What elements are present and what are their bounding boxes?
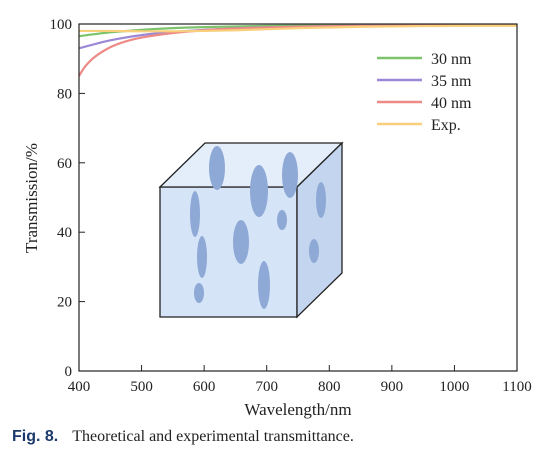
plot-frame	[78, 23, 518, 372]
cube-pore	[233, 220, 249, 264]
x-tick-label: 400	[68, 379, 91, 395]
x-tick-label: 900	[381, 379, 404, 395]
porous-cube-illustration	[158, 141, 344, 319]
x-tick-label: 1100	[502, 379, 531, 395]
y-tick-label: 80	[57, 86, 72, 102]
transmission-chart: 400 500 600 700 800 900 1000 1100 020406080100 …	[22, 17, 532, 419]
legend-label: Exp.	[431, 117, 461, 134]
x-tick-label: 700	[255, 379, 278, 395]
y-tick-label: 40	[57, 225, 72, 241]
cube-pore	[316, 182, 326, 218]
cube-side-face	[296, 141, 343, 319]
cube-pore	[197, 236, 207, 278]
x-tick-label: 500	[130, 379, 153, 395]
cube-pore	[282, 152, 298, 198]
cube-front-face	[159, 186, 298, 318]
cube-pore	[250, 165, 268, 217]
legend-label: 35 nm	[431, 73, 472, 90]
y-tick-label: 60	[57, 156, 72, 172]
caption-text: Theoretical and experimental transmittan…	[72, 428, 354, 445]
series-line	[78, 24, 518, 33]
figure-label: Fig. 8.	[12, 428, 59, 445]
series-layer	[78, 23, 518, 77]
cube-pore	[209, 146, 225, 190]
y-tick-label: 20	[57, 295, 72, 311]
y-tick-label: 0	[65, 364, 73, 380]
legend-label: 30 nm	[431, 51, 472, 68]
cube-pore	[190, 191, 200, 237]
y-axis-ticks: 0 20 40 60 80 100	[50, 17, 85, 380]
y-axis-label: Transmission/%	[22, 143, 41, 253]
y-tick-label: 100	[50, 17, 73, 33]
cube-pore	[277, 210, 287, 230]
x-tick-label: 1000	[439, 379, 469, 395]
x-tick-label: 800	[318, 379, 341, 395]
legend-label: 40 nm	[431, 95, 472, 112]
legend: 30 nm 35 nm 40 nm Exp.	[377, 51, 472, 134]
x-axis-ticks: 400 500 600 700 800 900 1000 1100	[68, 365, 532, 395]
x-tick-label: 600	[193, 379, 216, 395]
cube-pore	[309, 239, 319, 263]
x-axis-label: Wavelength/nm	[244, 400, 351, 419]
cube-pore	[194, 283, 204, 303]
figure-caption: Fig. 8. Theoretical and experimental tran…	[12, 428, 354, 446]
cube-pore	[258, 261, 270, 309]
